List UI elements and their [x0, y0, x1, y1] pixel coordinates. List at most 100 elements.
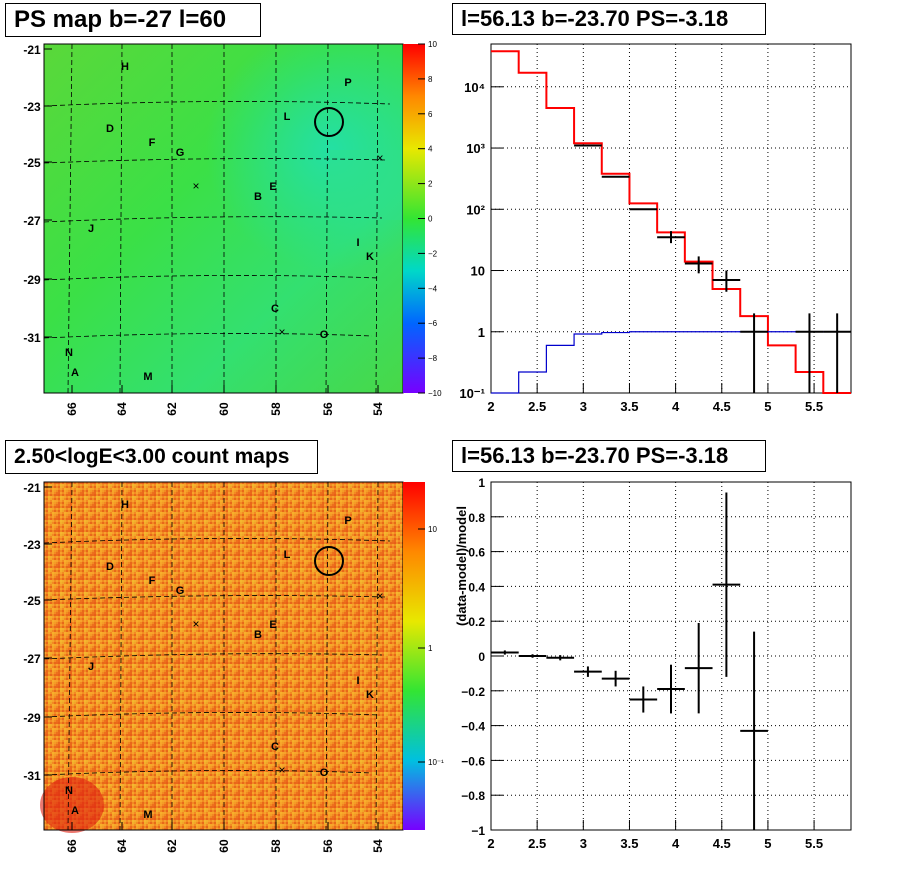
colorbar-tick-label: 2	[428, 180, 433, 189]
spectrum-x-tick-label: 3	[580, 399, 587, 414]
map-x-tick-label: 62	[165, 839, 179, 853]
colorbar-tick-label: 0	[428, 215, 433, 224]
residual-x-tick-label: 3	[580, 836, 587, 851]
residual-x-tick-label: 5.5	[805, 836, 823, 851]
source-label: N	[65, 347, 73, 359]
residual-y-tick-label: 0.6	[468, 546, 485, 560]
source-label: G	[176, 585, 185, 597]
spectrum-y-tick-label: 1	[478, 325, 485, 340]
spectrum-x-tick-label: 4.5	[713, 399, 731, 414]
spectrum-x-tick-label: 2	[487, 399, 494, 414]
colorbar-tick-label: 4	[428, 145, 433, 154]
map-x-tick-label: 56	[321, 839, 335, 853]
map-y-tick-label: -25	[23, 156, 41, 170]
map-x-tick-label: 66	[65, 402, 79, 416]
residual-y-axis-label: (data-model)/model	[454, 506, 469, 626]
colorbar-tick-label: −8	[428, 354, 438, 363]
source-label: B	[254, 191, 262, 203]
residual-x-tick-label: 3.5	[620, 836, 638, 851]
residual-y-tick-label: 0	[478, 650, 485, 664]
source-label: E	[269, 181, 276, 193]
residual-y-tick-label: −0.6	[461, 754, 485, 768]
spectrum-y-tick-label: 10⁴	[464, 80, 485, 95]
residual-y-tick-label: 0.2	[468, 615, 485, 629]
map-x-tick-label: 60	[217, 402, 231, 416]
map-x-tick-label: 64	[115, 402, 129, 416]
residual-y-tick-label: −1	[471, 824, 485, 838]
map-y-tick-label: -21	[23, 43, 41, 57]
count-map-title: 2.50<logE<3.00 count maps	[5, 440, 318, 474]
map-x-tick-label: 56	[321, 402, 335, 416]
spectrum-y-tick-label: 10	[471, 264, 485, 279]
roi-circle	[314, 546, 344, 576]
ps-colorbar	[403, 44, 425, 393]
source-marker: ×	[376, 589, 383, 603]
colorbar-tick-label: 8	[428, 75, 433, 84]
map-y-tick-label: -27	[23, 652, 41, 666]
spectrum-plot-area	[490, 43, 852, 394]
colorbar-tick-label: −4	[428, 284, 438, 293]
spectrum-y-tick-label: 10²	[466, 202, 485, 217]
count-colorbar	[403, 482, 425, 830]
colorbar-tick-label: −2	[428, 249, 438, 258]
map-y-tick-label: -23	[23, 100, 41, 114]
residual-y-tick-label: −0.4	[461, 720, 485, 734]
colorbar-tick-label: −6	[428, 319, 438, 328]
count-map-grid	[43, 481, 391, 831]
residual-y-tick-label: 1	[478, 476, 485, 490]
source-label: B	[254, 629, 262, 641]
residual-y-tick-label: −0.2	[461, 685, 485, 699]
map-y-tick-label: -21	[23, 481, 41, 495]
map-y-tick-label: -23	[23, 538, 41, 552]
spectrum-y-tick-label: 10⁻¹	[459, 386, 485, 401]
source-label: A	[71, 805, 79, 817]
residual-x-tick-label: 2.5	[528, 836, 546, 851]
source-marker: ×	[278, 763, 285, 777]
source-label: F	[149, 137, 156, 149]
spectrum-x-tick-label: 5	[764, 399, 771, 414]
spectrum-title: l=56.13 b=-23.70 PS=-3.18	[452, 3, 766, 35]
colorbar-tick-label: 10	[428, 40, 437, 49]
source-label: I	[356, 237, 359, 249]
residual-x-tick-label: 4.5	[713, 836, 731, 851]
source-label: G	[176, 147, 185, 159]
roi-circle	[314, 107, 344, 137]
map-x-tick-label: 66	[65, 839, 79, 853]
source-label: A	[71, 367, 79, 379]
source-label: J	[88, 223, 94, 235]
source-label: C	[271, 303, 279, 315]
source-label: H	[121, 499, 129, 511]
source-label: P	[344, 77, 351, 89]
map-x-tick-label: 64	[115, 839, 129, 853]
map-x-tick-label: 60	[217, 839, 231, 853]
spectrum-x-tick-label: 2.5	[528, 399, 546, 414]
map-x-tick-label: 54	[371, 839, 385, 853]
residual-title: l=56.13 b=-23.70 PS=-3.18	[452, 440, 766, 472]
colorbar-tick-label: −10	[428, 389, 442, 398]
colorbar-tick-label: 10⁻¹	[428, 758, 444, 767]
source-label: L	[284, 111, 291, 123]
source-label: D	[106, 561, 114, 573]
map-y-tick-label: -25	[23, 594, 41, 608]
colorbar-tick-label: 6	[428, 110, 433, 119]
map-x-tick-label: 54	[371, 402, 385, 416]
colorbar-tick-label: 1	[428, 644, 433, 653]
source-label: F	[149, 575, 156, 587]
source-label: O	[320, 329, 329, 341]
source-label: I	[356, 675, 359, 687]
source-label: M	[143, 809, 152, 821]
map-y-tick-label: -29	[23, 711, 41, 725]
spectrum-x-tick-label: 3.5	[620, 399, 638, 414]
count-map-panel	[40, 481, 425, 833]
residual-x-tick-label: 5	[764, 836, 771, 851]
map-y-tick-label: -31	[23, 331, 41, 345]
map-y-tick-label: -31	[23, 769, 41, 783]
residual-x-tick-label: 4	[672, 836, 680, 851]
source-label: N	[65, 785, 73, 797]
source-label: P	[344, 515, 351, 527]
spectrum-y-tick-label: 10³	[466, 141, 485, 156]
source-label: O	[320, 767, 329, 779]
spectrum-x-tick-label: 4	[672, 399, 680, 414]
source-label: J	[88, 661, 94, 673]
